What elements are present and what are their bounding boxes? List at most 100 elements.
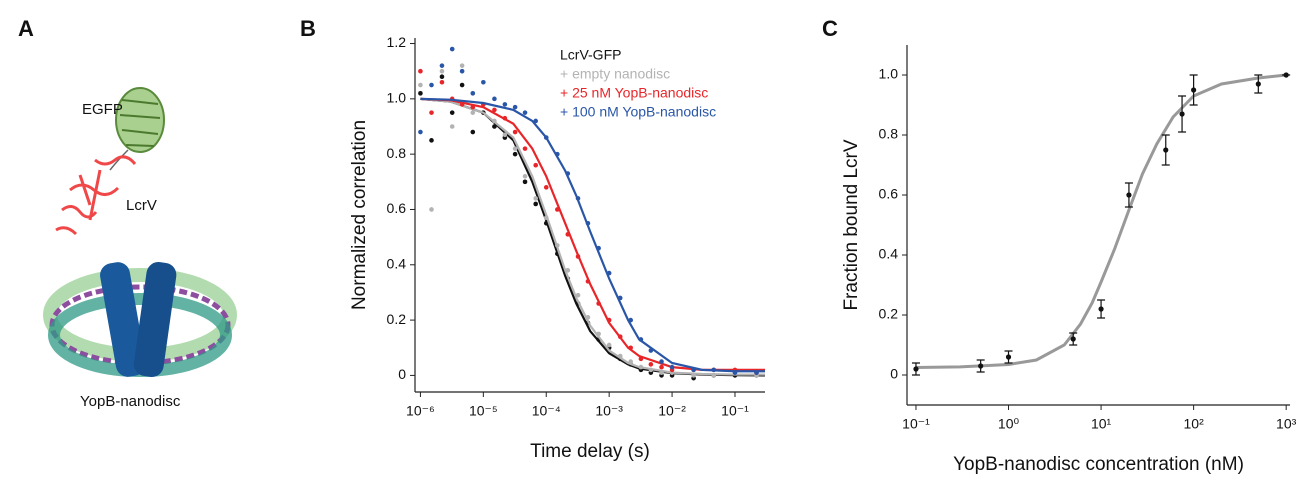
y-tick-label: 0.2	[879, 306, 899, 322]
data-point	[502, 132, 508, 138]
data-point	[449, 110, 455, 115]
y-tick-label: 1.0	[387, 90, 407, 106]
fit-curve	[915, 73, 1287, 369]
data-point	[429, 207, 434, 212]
data-point	[512, 151, 518, 157]
data-point	[439, 74, 445, 80]
structure-label: YopB-nanodisc	[80, 393, 181, 410]
data-point	[512, 129, 518, 135]
x-tick-label: 10²	[1184, 416, 1205, 432]
data-point	[596, 331, 601, 337]
data-point	[691, 367, 696, 373]
x-axis-label: Time delay (s)	[530, 441, 650, 462]
panel-letter: C	[822, 16, 838, 41]
data-point	[606, 317, 612, 323]
data-point	[1098, 306, 1104, 312]
legend-entry: LcrV-GFP	[560, 47, 621, 63]
x-tick-label: 10⁻¹	[721, 403, 749, 419]
x-tick-label: 10⁻⁶	[406, 403, 435, 419]
data-point	[512, 146, 518, 151]
x-tick-label: 10¹	[1091, 416, 1112, 432]
x-tick-label: 10⁻⁴	[532, 403, 561, 419]
nanodisc	[43, 262, 237, 377]
structure-label: LcrV	[126, 197, 157, 214]
data-point	[1179, 111, 1185, 117]
data-point	[628, 345, 634, 351]
data-point	[638, 337, 644, 342]
data-point	[978, 363, 984, 369]
data-point	[492, 124, 497, 129]
data-point	[1070, 336, 1076, 342]
data-point	[439, 63, 445, 68]
data-point	[754, 370, 759, 375]
fit-curve	[420, 97, 765, 376]
data-point	[606, 342, 612, 348]
data-point	[1126, 192, 1132, 198]
y-tick-label: 0.8	[879, 126, 899, 142]
data-point	[533, 162, 539, 168]
data-point	[555, 243, 560, 248]
data-point	[470, 110, 476, 115]
data-point	[492, 96, 497, 102]
x-tick-label: 10⁻²	[658, 403, 686, 419]
legend-entry: + 25 nM YopB-nanodisc	[560, 85, 708, 101]
data-point	[565, 268, 571, 273]
linker	[109, 149, 129, 171]
y-tick-label: 0.4	[387, 255, 407, 271]
structure-label: EGFP	[82, 101, 123, 118]
fit-curve	[420, 97, 765, 373]
data-point	[555, 207, 560, 212]
data-point	[659, 364, 664, 370]
fit-curve	[420, 97, 765, 371]
data-point	[502, 102, 508, 107]
data-point	[617, 295, 623, 301]
data-point	[481, 79, 486, 85]
y-tick-label: 1.2	[387, 34, 407, 50]
data-point	[669, 364, 675, 370]
data-point	[648, 367, 654, 373]
data-point	[429, 110, 434, 115]
data-point	[502, 115, 508, 121]
data-point	[543, 135, 549, 140]
x-tick-label: 10³	[1276, 416, 1297, 432]
data-point	[575, 292, 581, 298]
data-point	[429, 138, 434, 143]
data-point	[522, 146, 528, 151]
data-point	[418, 82, 423, 88]
x-tick-label: 10⁻¹	[902, 416, 930, 432]
data-point	[1005, 354, 1012, 360]
x-tick-label: 10⁰	[998, 416, 1020, 432]
lcrv-structure	[55, 155, 137, 236]
data-point	[585, 315, 591, 320]
data-point	[492, 118, 497, 124]
data-point	[648, 348, 654, 353]
data-point	[711, 373, 717, 378]
data-point	[1283, 72, 1289, 78]
y-tick-label: 0.4	[879, 246, 899, 262]
data-point	[533, 118, 539, 124]
data-point	[628, 359, 634, 364]
y-tick-label: 1.0	[879, 66, 899, 82]
data-point	[439, 79, 445, 85]
panel-letter: B	[300, 16, 316, 41]
data-point	[648, 362, 654, 367]
data-point	[585, 220, 591, 226]
data-point	[565, 171, 571, 176]
data-point	[429, 82, 434, 88]
data-point	[596, 301, 601, 306]
x-tick-label: 10⁻³	[595, 403, 623, 419]
data-point	[459, 82, 465, 88]
data-point	[449, 46, 455, 52]
data-point	[418, 129, 423, 135]
panel-letter: A	[18, 16, 34, 41]
x-axis-label: YopB-nanodisc concentration (nM)	[953, 454, 1244, 475]
data-point	[449, 124, 455, 129]
data-point	[522, 173, 528, 179]
data-point	[711, 367, 717, 373]
data-point	[659, 359, 664, 364]
data-point	[617, 353, 623, 359]
data-point	[606, 270, 612, 276]
data-point	[418, 68, 423, 74]
data-point	[913, 366, 919, 372]
